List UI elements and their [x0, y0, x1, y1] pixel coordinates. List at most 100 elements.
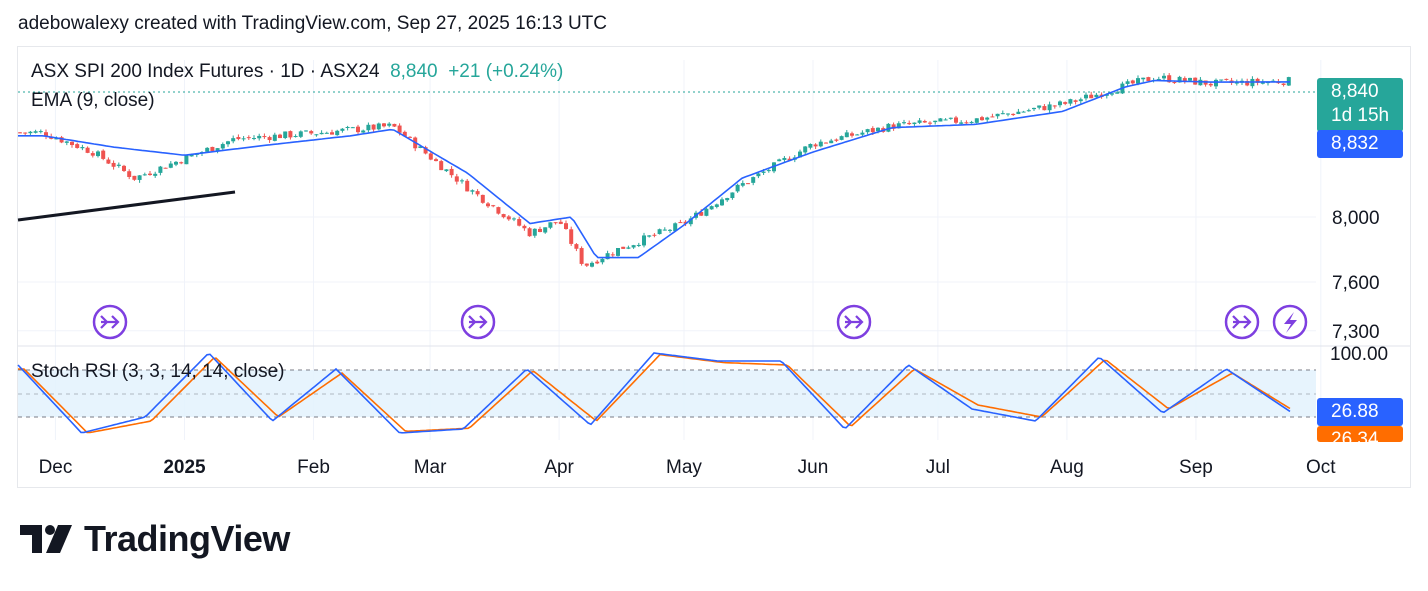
candle-body — [590, 262, 594, 267]
support-trendline — [17, 190, 236, 222]
time-tick-label: 2025 — [163, 457, 206, 478]
candle-body — [132, 175, 137, 180]
candle-body — [153, 173, 158, 176]
stoch-legend[interactable]: Stoch RSI (3, 3, 14, 14, close) — [31, 361, 285, 382]
time-tick-label: Mar — [414, 457, 447, 478]
time-tick-label: Aug — [1050, 457, 1084, 478]
candle-body — [59, 137, 64, 143]
tradingview-logo[interactable]: TradingView — [20, 518, 290, 560]
candle-body — [642, 235, 646, 246]
candle-body — [631, 245, 636, 248]
candle-body — [662, 229, 667, 231]
candle-body — [579, 248, 584, 264]
candle-body — [1016, 111, 1021, 115]
candle-body — [954, 117, 958, 123]
candle-body — [850, 133, 854, 136]
candle-body — [278, 134, 282, 139]
candle-body — [111, 162, 116, 167]
candle-body — [1156, 78, 1161, 80]
candle-body — [553, 222, 558, 224]
candle-body — [855, 134, 860, 136]
candle-body — [714, 204, 719, 207]
candle-body — [465, 180, 470, 192]
candle-body — [319, 132, 324, 135]
candle-body — [1110, 93, 1114, 95]
candle-body — [283, 131, 288, 139]
candle-body — [1146, 77, 1151, 82]
candle-body — [168, 163, 173, 168]
candle-body — [569, 229, 574, 244]
candle-body — [340, 128, 345, 131]
candle-body — [948, 117, 953, 119]
candle-body — [252, 138, 256, 140]
candle-body — [23, 132, 28, 134]
candle-body — [272, 134, 277, 141]
candle-body — [449, 168, 454, 176]
candle-body — [548, 222, 553, 228]
candle-body — [428, 153, 433, 160]
candle-body — [174, 161, 178, 165]
candle-body — [38, 131, 43, 133]
candle-body — [423, 147, 428, 154]
candle-body — [990, 116, 995, 118]
candle-body — [1141, 77, 1146, 80]
candle-body — [782, 157, 787, 160]
candle-body — [402, 131, 407, 137]
candle-body — [335, 130, 340, 136]
candle-body — [85, 147, 90, 153]
candle-body — [1042, 106, 1047, 111]
candle-body — [1208, 83, 1213, 86]
candle-body — [813, 144, 818, 147]
stoch-d-line — [18, 353, 1291, 434]
time-tick-label: May — [666, 457, 702, 478]
ema-legend[interactable]: EMA (9, close) — [31, 90, 155, 111]
candle-body — [1021, 111, 1026, 113]
candle-body — [595, 261, 600, 264]
candle-body — [506, 216, 511, 220]
last-price-badge: 8,840 1d 15h — [1317, 78, 1403, 132]
candle-body — [491, 205, 496, 207]
candle-body — [356, 126, 360, 133]
candle-body — [257, 135, 262, 139]
candle-body — [605, 253, 610, 260]
candle-body — [902, 122, 906, 124]
candle-body — [70, 141, 74, 146]
candle-body — [532, 228, 537, 236]
candle-body — [418, 146, 423, 148]
candle-body — [865, 129, 870, 133]
candle-body — [751, 177, 756, 183]
candle-body — [1089, 94, 1094, 99]
price-change: +21 (+0.24%) — [448, 61, 564, 82]
candle-body — [699, 212, 704, 216]
candle-body — [891, 124, 896, 129]
candle-body — [798, 151, 802, 158]
candle-body — [876, 127, 880, 132]
candle-body — [512, 218, 516, 220]
candle-body — [486, 203, 490, 207]
candle-body — [886, 123, 891, 132]
candle-body — [725, 198, 730, 201]
candle-body — [616, 248, 620, 256]
ema-line — [18, 79, 1291, 259]
candle-body — [1177, 76, 1182, 83]
candle-body — [969, 121, 974, 123]
candle-body — [1224, 78, 1229, 80]
candle-body — [933, 120, 938, 123]
stoch-tick-label: 100.00 — [1330, 344, 1388, 365]
candle-body — [122, 165, 126, 171]
symbol-legend[interactable]: ASX SPI 200 Index Futures · 1D · ASX24 8… — [31, 61, 563, 83]
price-tick-label: 8,000 — [1332, 208, 1380, 229]
candle-body — [688, 218, 693, 225]
candle-body — [1255, 78, 1260, 83]
candle-body — [361, 130, 366, 133]
candle-body — [1011, 113, 1016, 116]
candle-body — [460, 180, 464, 182]
candle-body — [324, 132, 329, 134]
tradingview-logo-text: TradingView — [84, 518, 290, 559]
time-tick-label: Sep — [1179, 457, 1213, 478]
last-price: 8,840 — [390, 61, 438, 82]
time-tick-label: Dec — [39, 457, 73, 478]
candle-body — [917, 120, 922, 123]
candle-body — [1182, 78, 1187, 82]
